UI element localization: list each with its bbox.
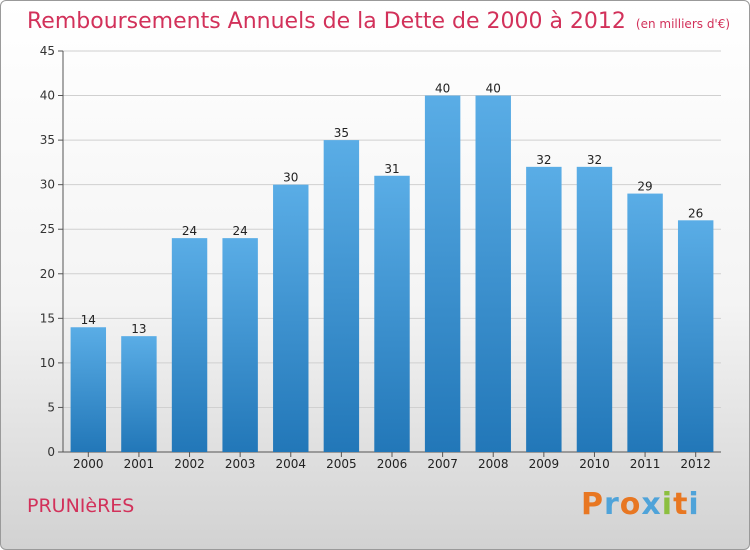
proxiti-logo[interactable]: Proxiti: [581, 487, 700, 522]
x-tick-label: 2001: [124, 457, 155, 471]
x-tick-label: 2003: [225, 457, 256, 471]
bar: [374, 175, 410, 452]
data-label: 30: [283, 171, 298, 185]
data-label: 26: [688, 206, 703, 220]
chart-unit: (en milliers d'€): [635, 17, 731, 31]
bars: [70, 95, 714, 453]
logo-letter: P: [581, 487, 604, 522]
bar: [475, 95, 511, 453]
bar: [526, 166, 562, 452]
data-label: 13: [131, 322, 146, 336]
y-tick-label: 30: [40, 178, 55, 192]
x-tick-label: 2004: [275, 457, 306, 471]
bar: [273, 184, 309, 452]
data-label: 29: [637, 180, 652, 194]
y-tick-label: 0: [47, 445, 55, 459]
x-tick-label: 2011: [630, 457, 661, 471]
y-tick-label: 25: [40, 222, 55, 236]
bar: [627, 193, 663, 453]
bar-chart: 0 5 10 15 20 25 30 35 40 45 14 2000 13 2001 24 2002 24 2…: [40, 44, 721, 471]
data-label: 35: [334, 126, 349, 140]
y-tick-label: 5: [47, 400, 55, 414]
logo-letter: o: [619, 487, 642, 522]
logo-letter: i: [661, 487, 674, 522]
bar: [70, 327, 107, 452]
x-tick-label: 2000: [73, 457, 104, 471]
y-tick-label: 40: [40, 89, 55, 103]
x-tick-label: 2012: [680, 457, 711, 471]
data-label: 24: [182, 224, 197, 238]
data-label: 14: [81, 313, 96, 327]
bar: [222, 238, 258, 452]
y-tick-label: 45: [40, 44, 55, 58]
commune-name: PRUNIèRES: [27, 495, 135, 517]
chart-title: Remboursements Annuels de la Dette de 20…: [27, 9, 730, 34]
logo-letter: r: [604, 487, 620, 522]
x-tick-label: 2009: [529, 457, 560, 471]
logo-letter: i: [688, 487, 700, 522]
logo-letter: t: [673, 487, 689, 522]
y-tick-label: 10: [40, 356, 55, 370]
bar: [323, 140, 360, 452]
x-tick-label: 2007: [427, 457, 458, 471]
data-label: 24: [233, 224, 248, 238]
bar: [171, 238, 208, 452]
bar: [576, 166, 613, 452]
y-tick-label: 35: [40, 133, 55, 147]
data-label: 32: [536, 153, 551, 167]
data-label: 40: [486, 82, 501, 96]
x-tick-label: 2005: [326, 457, 357, 471]
x-tick-label: 2008: [478, 457, 509, 471]
data-label: 40: [435, 82, 450, 96]
labels: 14 2000 13 2001 24 2002 24 2003 30 2004 35 2005 31 20…: [73, 82, 711, 471]
logo-letter: x: [641, 487, 662, 522]
x-tick-label: 2010: [579, 457, 610, 471]
data-label: 31: [384, 162, 399, 176]
x-tick-label: 2002: [174, 457, 205, 471]
chart-title-text: Remboursements Annuels de la Dette de 20…: [27, 9, 626, 34]
bar: [121, 336, 157, 452]
y-tick-label: 15: [40, 311, 55, 325]
bar: [424, 95, 461, 453]
bar: [677, 220, 714, 452]
data-label: 32: [587, 153, 602, 167]
x-tick-label: 2006: [377, 457, 408, 471]
y-tick-label: 20: [40, 267, 55, 281]
